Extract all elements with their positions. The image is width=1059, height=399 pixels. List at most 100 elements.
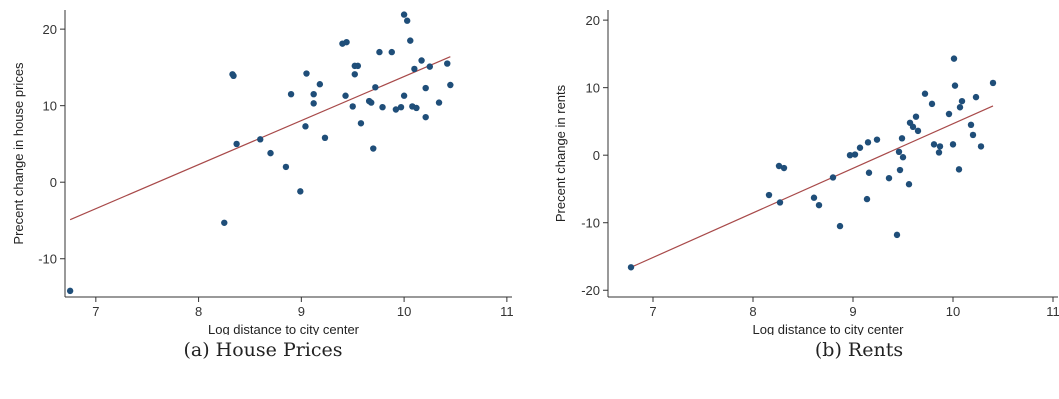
chart-0-point bbox=[349, 103, 356, 110]
chart-0-point bbox=[321, 134, 329, 142]
chart-0-x-tick-label: 11 bbox=[500, 304, 514, 319]
chart-1-point bbox=[829, 174, 837, 181]
chart-1-y-tick-label: 0 bbox=[593, 148, 600, 163]
chart-1-x-tick-label: 10 bbox=[946, 304, 960, 319]
chart-0-point bbox=[287, 90, 295, 98]
chart-0-point bbox=[343, 38, 350, 46]
chart-1-x-tick-label: 11 bbox=[1046, 304, 1059, 319]
chart-1-point bbox=[949, 141, 957, 148]
caption-a: (a) House Prices bbox=[183, 339, 343, 361]
chart-1-point bbox=[765, 191, 773, 199]
chart-1-point bbox=[969, 131, 977, 139]
chart-1-fit-line bbox=[630, 105, 994, 268]
chart-a: -10 0 10 20 7 8 9 10 11 Log distance to city cent… bbox=[0, 0, 525, 340]
chart-0-x-tick-label: 10 bbox=[397, 304, 411, 319]
chart-0-point bbox=[400, 92, 408, 99]
chart-0-point bbox=[303, 70, 310, 77]
chart-0-point bbox=[376, 48, 383, 56]
chart-0-y-tick-label: 0 bbox=[50, 175, 57, 190]
chart-1-y-tick-label: -10 bbox=[581, 216, 600, 231]
chart-0-point bbox=[392, 106, 400, 113]
chart-0-x-tick-label: 7 bbox=[92, 304, 99, 319]
chart-1-point bbox=[893, 231, 901, 239]
chart-1-point bbox=[977, 143, 985, 150]
chart-1-y-axis-label: Precent change in rents bbox=[553, 84, 568, 222]
chart-1-point bbox=[921, 90, 929, 97]
chart-0-point bbox=[426, 63, 433, 70]
chart-0-point bbox=[435, 99, 443, 106]
chart-1-x-tick-label: 8 bbox=[749, 304, 756, 319]
chart-0-point bbox=[368, 99, 375, 106]
chart-1-point bbox=[815, 201, 823, 209]
chart-1-point bbox=[775, 162, 783, 170]
chart-0-point bbox=[444, 60, 451, 67]
chart-1-point bbox=[896, 166, 904, 174]
chart-0-point bbox=[282, 163, 290, 171]
chart-0-point bbox=[357, 120, 365, 127]
caption-b: (b) Rents bbox=[814, 339, 904, 361]
chart-0-y-tick-label: 10 bbox=[43, 99, 57, 114]
chart-0-point bbox=[407, 37, 414, 44]
chart-1-point bbox=[810, 194, 818, 201]
chart-0-y-tick-label: -10 bbox=[38, 252, 57, 267]
chart-0-point bbox=[354, 62, 362, 70]
chart-1-point bbox=[865, 169, 873, 176]
chart-1-point bbox=[780, 164, 788, 172]
chart-1-point bbox=[836, 222, 844, 230]
chart-b-svg: -20 -10 0 10 20 7 8 9 10 11 Log distance to city c… bbox=[553, 10, 1059, 337]
chart-1-point bbox=[936, 143, 944, 150]
chart-b: -20 -10 0 10 20 7 8 9 10 11 Log distance to city c… bbox=[530, 0, 1059, 340]
chart-1-point bbox=[950, 55, 958, 62]
chart-1-point bbox=[905, 181, 913, 188]
chart-0-x-tick-label: 9 bbox=[298, 304, 305, 319]
chart-1-point bbox=[951, 82, 959, 89]
chart-1-point bbox=[885, 174, 893, 182]
chart-1-point bbox=[627, 264, 635, 271]
chart-0-x-axis-label: Log distance to city center bbox=[208, 322, 360, 335]
chart-1-point bbox=[930, 141, 938, 148]
chart-0-x-tick-label: 8 bbox=[195, 304, 202, 319]
chart-0-point bbox=[403, 17, 411, 24]
chart-1-point bbox=[956, 104, 964, 111]
chart-0-point bbox=[379, 103, 386, 111]
chart-1-point bbox=[958, 97, 966, 105]
chart-0-point bbox=[342, 92, 349, 99]
chart-0-point bbox=[397, 103, 405, 111]
chart-1-x-tick-label: 9 bbox=[849, 304, 856, 319]
chart-0-y-tick-label: 20 bbox=[43, 22, 57, 37]
chart-0-point bbox=[267, 149, 274, 157]
chart-1-point bbox=[851, 151, 859, 158]
chart-0-point bbox=[66, 287, 74, 295]
chart-1-point bbox=[989, 79, 997, 87]
chart-1-point bbox=[972, 93, 980, 101]
chart-0-point bbox=[422, 84, 429, 92]
chart-1-point bbox=[955, 166, 963, 173]
chart-0-point bbox=[372, 84, 379, 91]
chart-0-point bbox=[411, 65, 418, 73]
chart-1-y-tick-label: 10 bbox=[586, 81, 600, 96]
chart-0-point bbox=[351, 71, 358, 78]
chart-1-point bbox=[873, 136, 881, 143]
chart-0-point bbox=[316, 81, 324, 88]
chart-0-point bbox=[230, 72, 237, 80]
chart-1-point bbox=[863, 195, 871, 203]
chart-1-y-tick-label: 20 bbox=[586, 13, 600, 28]
chart-0-point bbox=[310, 90, 317, 98]
chart-0-point bbox=[370, 145, 377, 152]
chart-1-point bbox=[898, 135, 906, 142]
chart-1-point bbox=[912, 113, 920, 120]
chart-0-point bbox=[257, 136, 264, 143]
chart-1-point bbox=[967, 121, 975, 128]
chart-0-point bbox=[297, 188, 304, 195]
chart-0-point bbox=[233, 140, 240, 148]
chart-0-point bbox=[388, 48, 395, 56]
chart-0-point bbox=[418, 57, 425, 64]
chart-1-y-tick-label: -20 bbox=[581, 283, 600, 298]
chart-0-point bbox=[447, 81, 454, 89]
chart-0-y-axis-label: Precent change in house prices bbox=[11, 62, 26, 245]
chart-1-point bbox=[945, 110, 953, 118]
chart-1-point bbox=[864, 139, 872, 146]
chart-1-point bbox=[899, 154, 907, 161]
chart-1-point bbox=[776, 199, 784, 206]
chart-1-point bbox=[909, 123, 917, 131]
